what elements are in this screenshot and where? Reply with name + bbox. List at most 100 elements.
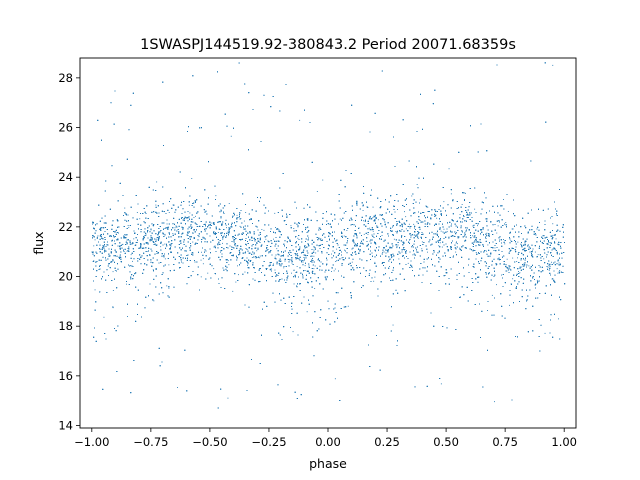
scatter-point — [520, 266, 522, 268]
scatter-point — [472, 235, 474, 237]
scatter-point — [128, 226, 130, 228]
scatter-point — [207, 272, 209, 274]
scatter-point — [494, 401, 495, 403]
scatter-point — [322, 179, 324, 181]
scatter-point — [244, 271, 246, 273]
scatter-point — [372, 230, 374, 232]
scatter-point — [555, 238, 557, 240]
scatter-point — [343, 235, 345, 237]
scatter-point — [351, 261, 353, 263]
scatter-point — [334, 378, 336, 380]
scatter-point — [306, 311, 308, 313]
scatter-point — [517, 257, 518, 259]
scatter-point — [148, 250, 149, 252]
scatter-point — [293, 228, 295, 229]
scatter-point — [160, 246, 162, 248]
scatter-point — [497, 225, 499, 227]
scatter-point — [499, 239, 501, 241]
scatter-point — [393, 238, 395, 240]
scatter-point — [263, 229, 265, 231]
scatter-point — [189, 212, 191, 214]
scatter-point — [373, 280, 375, 282]
scatter-point — [227, 397, 229, 399]
scatter-point — [389, 266, 390, 267]
scatter-point — [557, 272, 559, 274]
scatter-point — [398, 258, 400, 260]
scatter-point — [336, 260, 338, 262]
scatter-point — [374, 276, 376, 278]
scatter-point — [346, 230, 348, 231]
scatter-point — [259, 255, 261, 257]
scatter-point — [287, 277, 289, 279]
scatter-point — [411, 195, 413, 197]
scatter-point — [215, 195, 217, 197]
scatter-point — [174, 227, 176, 229]
scatter-point — [283, 267, 285, 269]
scatter-point — [402, 226, 403, 228]
scatter-point — [494, 247, 496, 249]
scatter-point — [499, 240, 500, 242]
scatter-point — [331, 271, 332, 272]
scatter-point — [274, 212, 276, 214]
scatter-point — [318, 258, 319, 259]
scatter-point — [227, 260, 229, 262]
scatter-point — [477, 225, 478, 227]
scatter-point — [536, 279, 538, 281]
scatter-point — [542, 235, 544, 237]
scatter-point — [334, 268, 336, 270]
scatter-point — [372, 206, 374, 208]
scatter-point — [259, 257, 261, 259]
scatter-point — [534, 251, 536, 253]
scatter-point — [455, 251, 457, 253]
scatter-point — [512, 278, 514, 280]
scatter-point — [93, 245, 95, 247]
scatter-point — [556, 268, 558, 270]
scatter-point — [392, 324, 394, 326]
scatter-point — [94, 289, 96, 291]
scatter-point — [265, 238, 267, 240]
scatter-point — [459, 247, 461, 249]
scatter-point — [155, 204, 157, 206]
scatter-point — [438, 245, 440, 247]
scatter-point — [132, 260, 133, 262]
scatter-point — [314, 288, 316, 289]
scatter-point — [202, 258, 204, 260]
scatter-point — [253, 253, 255, 255]
scatter-point — [491, 294, 493, 296]
scatter-point — [413, 223, 415, 225]
scatter-point — [377, 219, 379, 221]
scatter-point — [558, 318, 559, 320]
scatter-point — [347, 305, 349, 307]
scatter-point — [507, 211, 509, 212]
scatter-point — [440, 230, 442, 232]
scatter-point — [133, 238, 135, 240]
scatter-point — [382, 251, 383, 253]
scatter-point — [226, 227, 227, 229]
scatter-point — [268, 252, 270, 254]
scatter-point — [256, 250, 258, 252]
scatter-point — [509, 304, 510, 306]
scatter-point — [124, 207, 126, 209]
scatter-point — [310, 255, 311, 257]
scatter-point — [552, 64, 554, 66]
scatter-point — [130, 254, 132, 256]
scatter-point — [369, 240, 371, 242]
scatter-point — [405, 228, 407, 230]
scatter-point — [448, 168, 450, 170]
scatter-point — [192, 241, 194, 243]
scatter-point — [188, 204, 190, 206]
scatter-point — [436, 217, 438, 219]
scatter-point — [528, 265, 530, 267]
scatter-point — [280, 279, 281, 280]
scatter-point — [290, 225, 292, 227]
scatter-point — [164, 258, 166, 260]
scatter-point — [191, 178, 193, 179]
scatter-point — [505, 222, 507, 223]
scatter-point — [465, 192, 466, 194]
scatter-point — [433, 233, 435, 235]
scatter-point — [152, 269, 154, 271]
scatter-point — [416, 184, 418, 185]
scatter-point — [220, 233, 222, 235]
scatter-point — [341, 257, 343, 259]
scatter-point — [412, 254, 414, 256]
